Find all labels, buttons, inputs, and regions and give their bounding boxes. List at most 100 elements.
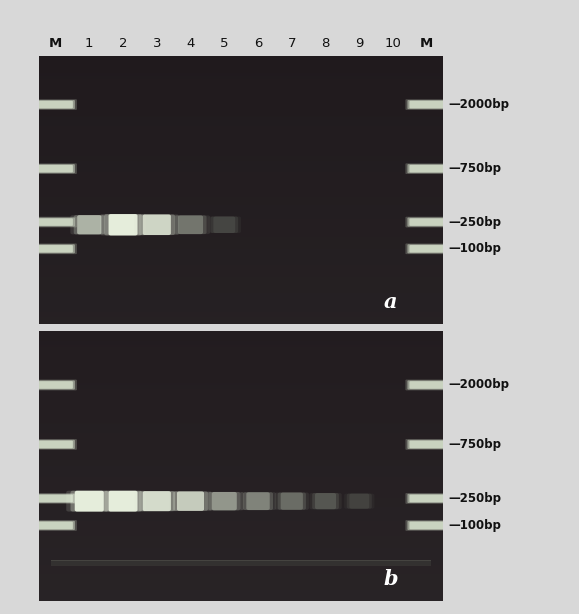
FancyBboxPatch shape	[104, 491, 142, 511]
FancyBboxPatch shape	[71, 491, 108, 511]
FancyBboxPatch shape	[36, 244, 75, 254]
Text: 3: 3	[152, 37, 161, 50]
Text: —250bp: —250bp	[449, 492, 502, 505]
FancyBboxPatch shape	[409, 381, 444, 389]
FancyBboxPatch shape	[34, 520, 77, 531]
FancyBboxPatch shape	[240, 492, 276, 510]
FancyBboxPatch shape	[408, 164, 446, 173]
FancyBboxPatch shape	[309, 493, 342, 509]
FancyBboxPatch shape	[315, 493, 336, 509]
Text: 2: 2	[119, 37, 127, 50]
FancyBboxPatch shape	[212, 492, 237, 510]
FancyBboxPatch shape	[171, 216, 210, 234]
Text: —750bp: —750bp	[449, 162, 502, 175]
FancyBboxPatch shape	[34, 439, 77, 450]
FancyBboxPatch shape	[405, 217, 448, 227]
FancyBboxPatch shape	[405, 493, 448, 504]
Text: 6: 6	[254, 37, 262, 50]
FancyBboxPatch shape	[34, 379, 77, 391]
FancyBboxPatch shape	[405, 163, 448, 174]
Text: 10: 10	[384, 37, 401, 50]
FancyBboxPatch shape	[34, 243, 77, 254]
FancyBboxPatch shape	[108, 214, 138, 235]
FancyBboxPatch shape	[409, 219, 444, 226]
FancyBboxPatch shape	[205, 492, 244, 510]
FancyBboxPatch shape	[38, 441, 73, 448]
FancyBboxPatch shape	[38, 381, 73, 389]
FancyBboxPatch shape	[134, 214, 179, 235]
Text: M: M	[420, 37, 434, 50]
Text: —100bp: —100bp	[449, 519, 501, 532]
FancyBboxPatch shape	[100, 491, 146, 511]
Text: 5: 5	[220, 37, 229, 50]
FancyBboxPatch shape	[36, 381, 75, 389]
FancyBboxPatch shape	[38, 219, 73, 226]
FancyBboxPatch shape	[207, 217, 241, 233]
FancyBboxPatch shape	[74, 215, 105, 235]
FancyBboxPatch shape	[138, 491, 175, 511]
Text: —100bp: —100bp	[449, 243, 501, 255]
FancyBboxPatch shape	[134, 491, 179, 511]
Text: —750bp: —750bp	[449, 438, 502, 451]
FancyBboxPatch shape	[138, 214, 175, 235]
FancyBboxPatch shape	[142, 491, 171, 511]
FancyBboxPatch shape	[36, 164, 75, 173]
FancyBboxPatch shape	[409, 165, 444, 173]
FancyBboxPatch shape	[408, 100, 446, 109]
FancyBboxPatch shape	[347, 494, 372, 509]
FancyBboxPatch shape	[38, 495, 73, 502]
FancyBboxPatch shape	[208, 492, 240, 510]
FancyBboxPatch shape	[66, 491, 112, 511]
Text: 4: 4	[186, 37, 195, 50]
FancyBboxPatch shape	[405, 99, 448, 110]
FancyBboxPatch shape	[177, 491, 204, 511]
FancyBboxPatch shape	[408, 440, 446, 449]
FancyBboxPatch shape	[405, 243, 448, 254]
Text: 8: 8	[321, 37, 329, 50]
FancyBboxPatch shape	[243, 492, 273, 510]
FancyBboxPatch shape	[246, 492, 270, 510]
FancyBboxPatch shape	[36, 440, 75, 449]
FancyBboxPatch shape	[349, 494, 369, 509]
FancyBboxPatch shape	[405, 439, 448, 450]
FancyBboxPatch shape	[178, 216, 203, 234]
FancyBboxPatch shape	[409, 522, 444, 529]
FancyBboxPatch shape	[169, 491, 212, 511]
Text: a: a	[384, 292, 397, 312]
FancyBboxPatch shape	[214, 217, 235, 233]
Text: 9: 9	[355, 37, 364, 50]
FancyBboxPatch shape	[34, 493, 77, 504]
FancyBboxPatch shape	[75, 491, 104, 511]
Bar	[52, 560, 431, 561]
FancyBboxPatch shape	[409, 441, 444, 448]
FancyBboxPatch shape	[38, 165, 73, 173]
FancyBboxPatch shape	[312, 493, 339, 509]
FancyBboxPatch shape	[405, 520, 448, 531]
FancyBboxPatch shape	[104, 214, 142, 235]
FancyBboxPatch shape	[142, 214, 171, 235]
FancyBboxPatch shape	[71, 215, 108, 235]
FancyBboxPatch shape	[409, 495, 444, 502]
Text: —250bp: —250bp	[449, 216, 502, 228]
FancyBboxPatch shape	[408, 381, 446, 389]
FancyBboxPatch shape	[34, 99, 77, 110]
FancyBboxPatch shape	[344, 494, 375, 509]
FancyBboxPatch shape	[174, 216, 207, 234]
Text: b: b	[383, 570, 398, 589]
FancyBboxPatch shape	[408, 244, 446, 254]
FancyBboxPatch shape	[36, 521, 75, 530]
FancyBboxPatch shape	[38, 245, 73, 252]
FancyBboxPatch shape	[36, 494, 75, 503]
FancyBboxPatch shape	[36, 217, 75, 227]
FancyBboxPatch shape	[409, 245, 444, 252]
FancyBboxPatch shape	[281, 492, 303, 510]
Text: M: M	[49, 37, 62, 50]
FancyBboxPatch shape	[38, 522, 73, 529]
FancyBboxPatch shape	[274, 492, 309, 510]
Bar	[52, 561, 431, 566]
FancyBboxPatch shape	[34, 217, 77, 227]
Text: 1: 1	[85, 37, 94, 50]
Text: —2000bp: —2000bp	[449, 378, 510, 392]
FancyBboxPatch shape	[38, 101, 73, 108]
FancyBboxPatch shape	[408, 217, 446, 227]
